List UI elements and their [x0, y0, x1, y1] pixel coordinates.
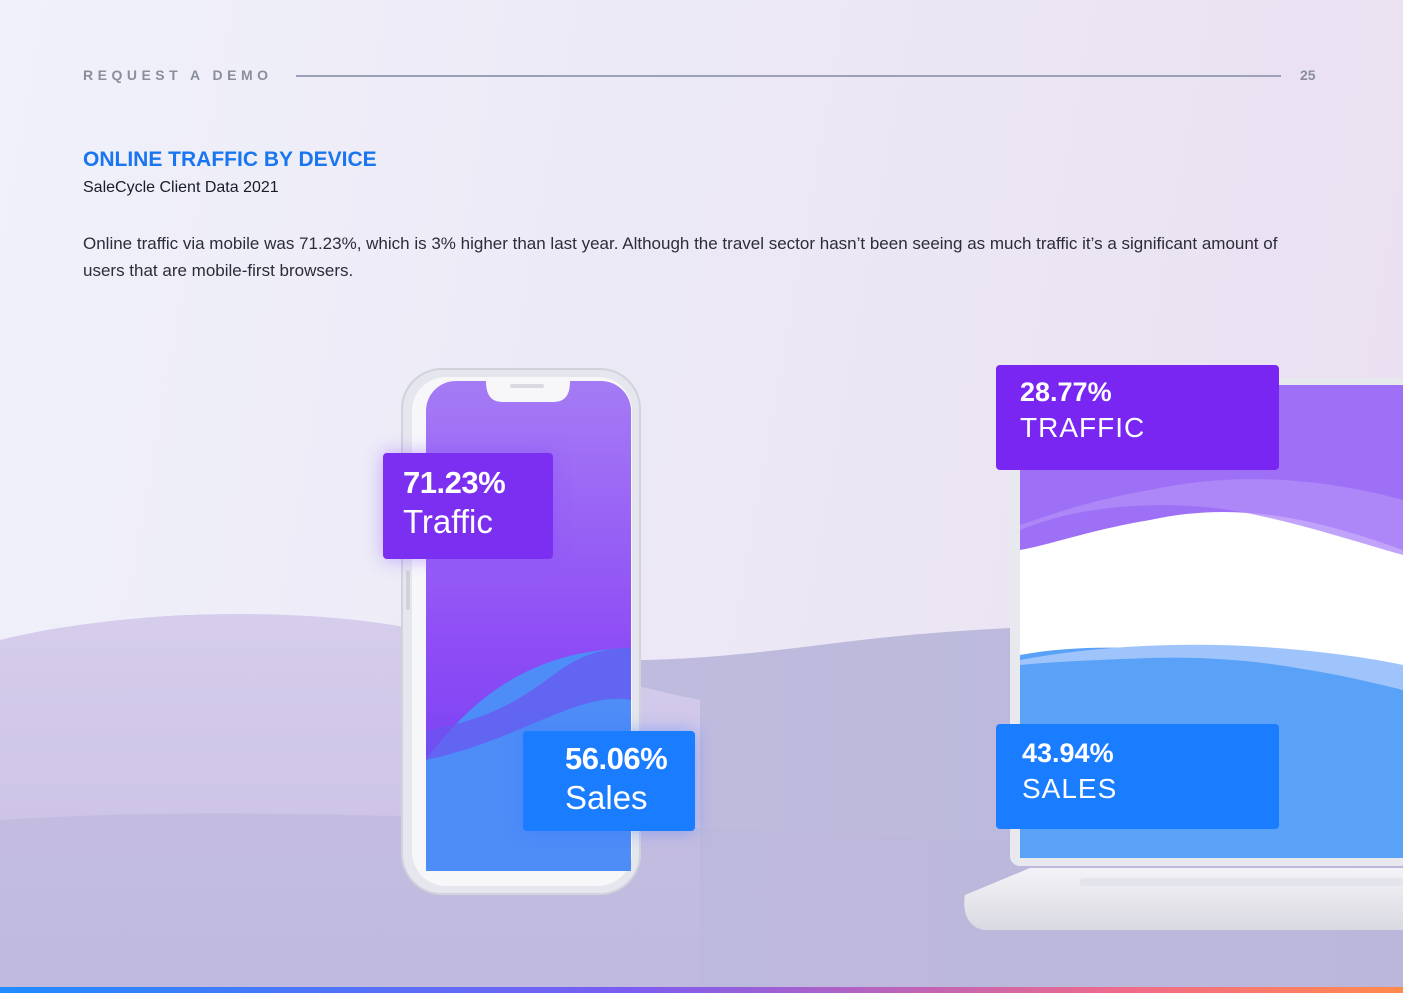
section-body: Online traffic via mobile was 71.23%, wh…	[83, 234, 1278, 280]
section-title: ONLINE TRAFFIC BY DEVICE	[83, 148, 377, 171]
desktop-sales-value: 43.94%	[1022, 738, 1114, 768]
header-label: REQUEST A DEMO	[83, 67, 273, 83]
desktop-traffic-value: 28.77%	[1020, 377, 1112, 407]
mobile-traffic-stat: 71.23% Traffic	[383, 453, 553, 559]
mobile-sales-stat: 56.06% Sales	[523, 731, 695, 831]
mobile-traffic-label: Traffic	[403, 503, 493, 540]
mobile-traffic-value: 71.23%	[403, 465, 506, 500]
desktop-sales-label: SALES	[1022, 773, 1118, 804]
desktop-sales-stat: 43.94% SALES	[996, 724, 1279, 829]
header-rule	[296, 75, 1281, 77]
mobile-sales-value: 56.06%	[565, 741, 668, 776]
desktop-traffic-stat: 28.77% TRAFFIC	[996, 365, 1279, 470]
mobile-sales-label: Sales	[565, 779, 648, 816]
section-subtitle: SaleCycle Client Data 2021	[83, 179, 279, 196]
bottom-gradient-bar	[0, 987, 1403, 993]
desktop-traffic-label: TRAFFIC	[1020, 412, 1146, 443]
page-number: 25	[1300, 67, 1316, 83]
